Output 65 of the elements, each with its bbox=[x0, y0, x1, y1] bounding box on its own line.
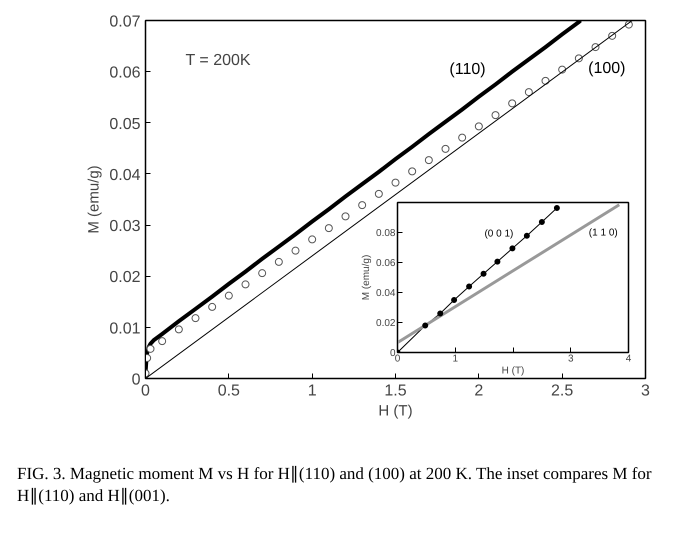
point bbox=[451, 297, 458, 303]
point bbox=[342, 212, 350, 220]
y-tick-label: 0.03 bbox=[109, 218, 141, 236]
point bbox=[308, 235, 316, 244]
y-axis-title: M (emu/g) bbox=[85, 165, 102, 234]
x-tick-label: 1 bbox=[308, 382, 317, 400]
series-label: (0 0 1) bbox=[484, 228, 514, 240]
point bbox=[224, 292, 233, 300]
y-tick-label: 0.02 bbox=[109, 269, 141, 286]
point bbox=[358, 201, 366, 210]
y-tick-label: 0.06 bbox=[109, 64, 141, 82]
x-tick-label: 2.5 bbox=[551, 382, 574, 400]
point bbox=[424, 156, 433, 164]
point bbox=[146, 344, 154, 353]
x-tick-label: 4 bbox=[626, 354, 632, 364]
point bbox=[494, 258, 500, 265]
point bbox=[422, 322, 428, 328]
caption: FIG. 3. Magnetic moment M vs H for H∥(110) and (100) at 200 K. The inset compares M for H∥(110) and H∥(001). bbox=[17, 463, 653, 507]
point bbox=[158, 337, 166, 346]
point bbox=[554, 205, 560, 212]
x-axis-title: H (T) bbox=[502, 366, 524, 376]
point bbox=[374, 190, 383, 198]
x-tick-label: 3 bbox=[568, 354, 574, 364]
y-tick-label: 0.01 bbox=[109, 320, 141, 338]
y-axis-title: M (emu/g) bbox=[361, 254, 372, 300]
point bbox=[538, 219, 545, 225]
x-axis-title: H (T) bbox=[378, 402, 413, 420]
point bbox=[242, 280, 250, 288]
point bbox=[508, 99, 516, 108]
point bbox=[258, 269, 266, 278]
point bbox=[466, 284, 472, 290]
point bbox=[480, 270, 487, 277]
point bbox=[324, 224, 333, 232]
y-tick-label: 0.08 bbox=[376, 228, 396, 239]
series-label: (1 1 0) bbox=[588, 227, 618, 238]
point bbox=[492, 111, 500, 120]
point bbox=[392, 178, 400, 187]
x-tick-label: 0.5 bbox=[218, 382, 240, 400]
point bbox=[458, 134, 466, 142]
series-label: (110) bbox=[449, 61, 486, 78]
point bbox=[442, 144, 450, 153]
point bbox=[174, 325, 183, 334]
point bbox=[274, 258, 283, 266]
annotation: T = 200K bbox=[186, 52, 251, 69]
y-tick-label: 0.06 bbox=[376, 258, 396, 269]
y-tick-label: 0.02 bbox=[376, 318, 396, 329]
y-tick-label: 0.04 bbox=[109, 166, 141, 184]
point bbox=[474, 122, 483, 130]
y-tick-label: 0.05 bbox=[109, 116, 141, 133]
y-tick-label: 0.04 bbox=[376, 288, 396, 299]
x-tick-label: 2 bbox=[474, 382, 484, 400]
point bbox=[292, 246, 300, 255]
y-tick-label: 0 bbox=[132, 372, 141, 388]
series-label: (100) bbox=[588, 60, 626, 78]
point bbox=[208, 302, 216, 311]
point bbox=[408, 167, 416, 176]
x-tick-label: 1.5 bbox=[384, 382, 407, 400]
x-tick-label: 1 bbox=[452, 354, 458, 364]
point bbox=[509, 245, 516, 252]
point bbox=[524, 88, 533, 96]
point bbox=[437, 310, 444, 316]
y-tick-label: 0.07 bbox=[109, 14, 141, 30]
x-tick-label: 3 bbox=[641, 382, 650, 400]
point bbox=[192, 314, 200, 322]
point bbox=[524, 232, 530, 239]
